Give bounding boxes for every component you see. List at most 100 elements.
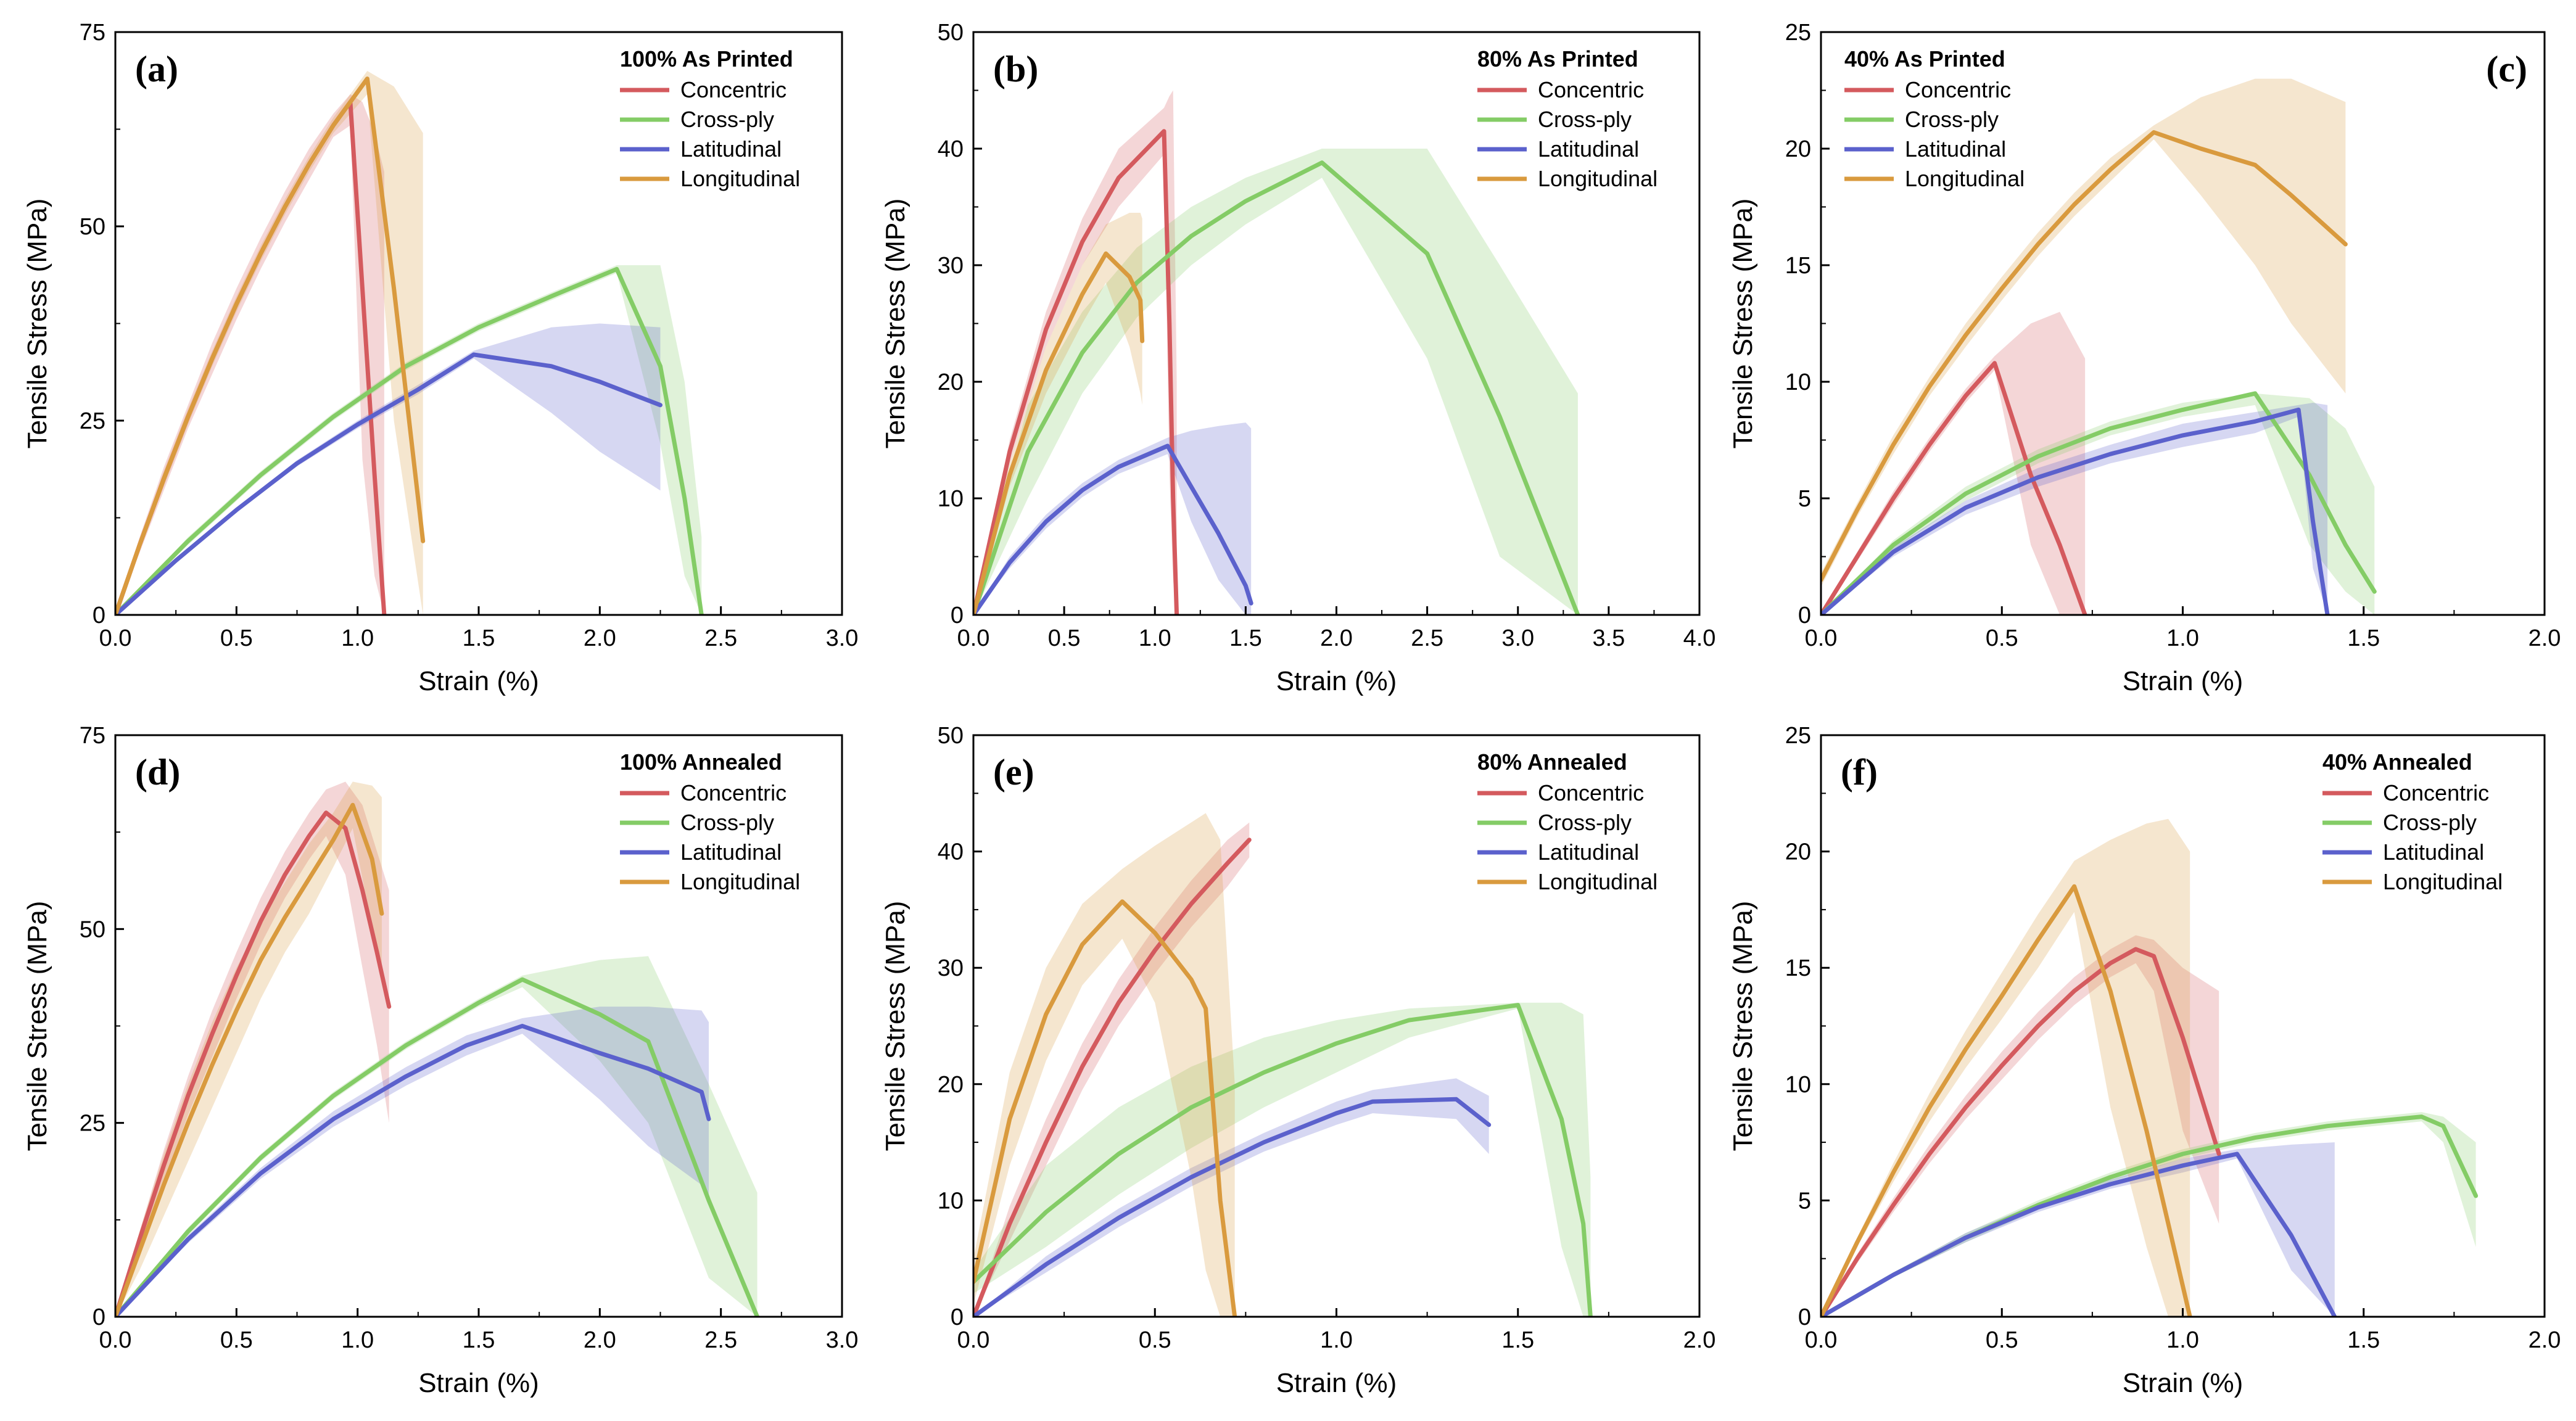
line-latitudinal xyxy=(1821,407,2330,615)
band-longitudinal xyxy=(973,813,1235,1317)
x-tick-label: 0.0 xyxy=(99,1327,132,1353)
band-concentric xyxy=(1821,935,2219,1317)
line-concentric xyxy=(1821,361,2087,615)
legend-label-longitudinal: Longitudinal xyxy=(2383,869,2503,894)
x-tick-label: 3.0 xyxy=(1501,625,1534,651)
legend-label-cross-ply: Cross-ply xyxy=(1905,107,1999,132)
panel-letter: (d) xyxy=(135,752,180,793)
x-tick-label: 3.5 xyxy=(1592,625,1625,651)
band-cross-ply xyxy=(1821,393,2375,615)
y-tick-label: 30 xyxy=(938,253,964,279)
legend-label-concentric: Concentric xyxy=(1538,77,1644,102)
x-tick-label: 2.0 xyxy=(584,1327,616,1353)
x-tick-label: 1.5 xyxy=(463,625,495,651)
band-longitudinal xyxy=(1821,78,2346,587)
chart-panel-d: 0.0 0.5 1.0 1.5 2.0 2.5 3.0 0 25 50 75 Strain (%) Te… xyxy=(22,723,858,1398)
line-cross-ply xyxy=(973,160,1580,615)
legend-label-latitudinal: Latitudinal xyxy=(2383,839,2484,865)
legend-label-concentric: Concentric xyxy=(2383,780,2489,805)
legend-label-longitudinal: Longitudinal xyxy=(1538,869,1657,894)
chart-panel-e: 0.0 0.5 1.0 1.5 2.0 0 10 20 30 40 50 Strain (%) Tens… xyxy=(880,723,1715,1398)
line-concentric xyxy=(1821,947,2221,1317)
legend-label-cross-ply: Cross-ply xyxy=(2383,810,2477,835)
y-tick-label: 75 xyxy=(80,20,105,46)
y-tick-label: 25 xyxy=(80,1111,105,1137)
line-longitudinal xyxy=(115,76,426,615)
x-tick-label: 1.5 xyxy=(463,1327,495,1353)
legend-label-latitudinal: Latitudinal xyxy=(1905,136,2006,162)
x-tick-label: 2.5 xyxy=(1411,625,1443,651)
x-tick-label: 0.5 xyxy=(1048,625,1081,651)
line-concentric xyxy=(115,99,387,615)
panel-letter: (b) xyxy=(993,49,1038,89)
x-axis-label: Strain (%) xyxy=(2123,666,2244,696)
x-axis-label: Strain (%) xyxy=(1276,1368,1397,1398)
line-cross-ply xyxy=(973,1003,1593,1317)
y-tick-label: 30 xyxy=(938,955,964,981)
legend-title: 40% As Printed xyxy=(1844,46,2005,72)
y-tick-label: 0 xyxy=(1798,603,1811,628)
y-axis-label: Tensile Stress (MPa) xyxy=(22,901,52,1151)
band-longitudinal xyxy=(1821,818,2190,1317)
x-tick-label: 1.0 xyxy=(341,625,374,651)
band-longitudinal xyxy=(115,71,423,615)
y-tick-label: 15 xyxy=(1785,253,1811,279)
y-tick-label: 10 xyxy=(938,486,964,512)
legend-label-latitudinal: Latitudinal xyxy=(1538,839,1639,865)
legend: 40% As Printed Concentric Cross-ply Latitud… xyxy=(1844,46,2025,191)
band-cross-ply xyxy=(973,149,1578,615)
x-axis-label: Strain (%) xyxy=(2123,1368,2244,1398)
y-tick-label: 15 xyxy=(1785,955,1811,981)
legend-label-latitudinal: Latitudinal xyxy=(680,136,782,162)
x-tick-label: 0.5 xyxy=(1986,625,2018,651)
x-axis-label: Strain (%) xyxy=(418,666,539,696)
y-axis-label: Tensile Stress (MPa) xyxy=(1728,199,1758,449)
x-tick-label: 1.0 xyxy=(341,1327,374,1353)
x-tick-label: 2.0 xyxy=(1320,625,1353,651)
plot-area xyxy=(115,71,704,615)
legend-label-latitudinal: Latitudinal xyxy=(680,839,782,865)
y-tick-label: 10 xyxy=(1785,1072,1811,1098)
band-concentric xyxy=(115,781,389,1317)
y-tick-label: 0 xyxy=(93,603,105,628)
chart-panel-f: 0.0 0.5 1.0 1.5 2.0 0 5 10 15 20 25 Strain (%) Tensi… xyxy=(1728,723,2561,1398)
x-tick-label: 0.0 xyxy=(1805,1327,1838,1353)
legend-label-longitudinal: Longitudinal xyxy=(1905,166,2025,191)
y-tick-label: 25 xyxy=(80,408,105,434)
x-tick-label: 1.0 xyxy=(1139,625,1171,651)
y-axis-label: Tensile Stress (MPa) xyxy=(1728,901,1758,1151)
y-tick-label: 0 xyxy=(1798,1304,1811,1330)
line-concentric xyxy=(115,810,392,1317)
legend-label-cross-ply: Cross-ply xyxy=(680,107,774,132)
x-tick-label: 2.0 xyxy=(2529,1327,2561,1353)
y-tick-label: 25 xyxy=(1785,20,1811,46)
y-axis-label: Tensile Stress (MPa) xyxy=(880,901,910,1151)
line-longitudinal xyxy=(115,802,384,1317)
band-concentric xyxy=(973,90,1177,615)
plot-area xyxy=(973,90,1580,615)
line-longitudinal xyxy=(1821,884,2192,1317)
y-tick-label: 50 xyxy=(80,214,105,240)
y-tick-label: 0 xyxy=(93,1304,105,1330)
legend-label-cross-ply: Cross-ply xyxy=(680,810,774,835)
line-longitudinal xyxy=(1821,130,2348,582)
x-tick-label: 0.5 xyxy=(220,1327,253,1353)
legend-title: 80% Annealed xyxy=(1477,749,1627,775)
line-concentric xyxy=(973,838,1252,1317)
y-tick-label: 20 xyxy=(938,369,964,395)
legend-label-cross-ply: Cross-ply xyxy=(1538,810,1632,835)
chart-panel-b: 0.0 0.5 1.0 1.5 2.0 2.5 3.0 3.5 4.0 0 10 20 30 40 50 St… xyxy=(880,20,1715,696)
y-tick-label: 40 xyxy=(938,136,964,162)
y-axis-label: Tensile Stress (MPa) xyxy=(880,199,910,449)
x-tick-label: 1.0 xyxy=(2166,625,2199,651)
line-latitudinal xyxy=(1821,1151,2337,1317)
line-longitudinal xyxy=(973,899,1237,1317)
legend-label-concentric: Concentric xyxy=(680,780,786,805)
x-tick-label: 2.5 xyxy=(704,625,737,651)
x-tick-label: 2.5 xyxy=(704,1327,737,1353)
y-tick-label: 10 xyxy=(938,1188,964,1214)
x-tick-label: 1.5 xyxy=(1229,625,1262,651)
line-latitudinal xyxy=(115,1024,711,1317)
line-cross-ply xyxy=(115,266,704,615)
